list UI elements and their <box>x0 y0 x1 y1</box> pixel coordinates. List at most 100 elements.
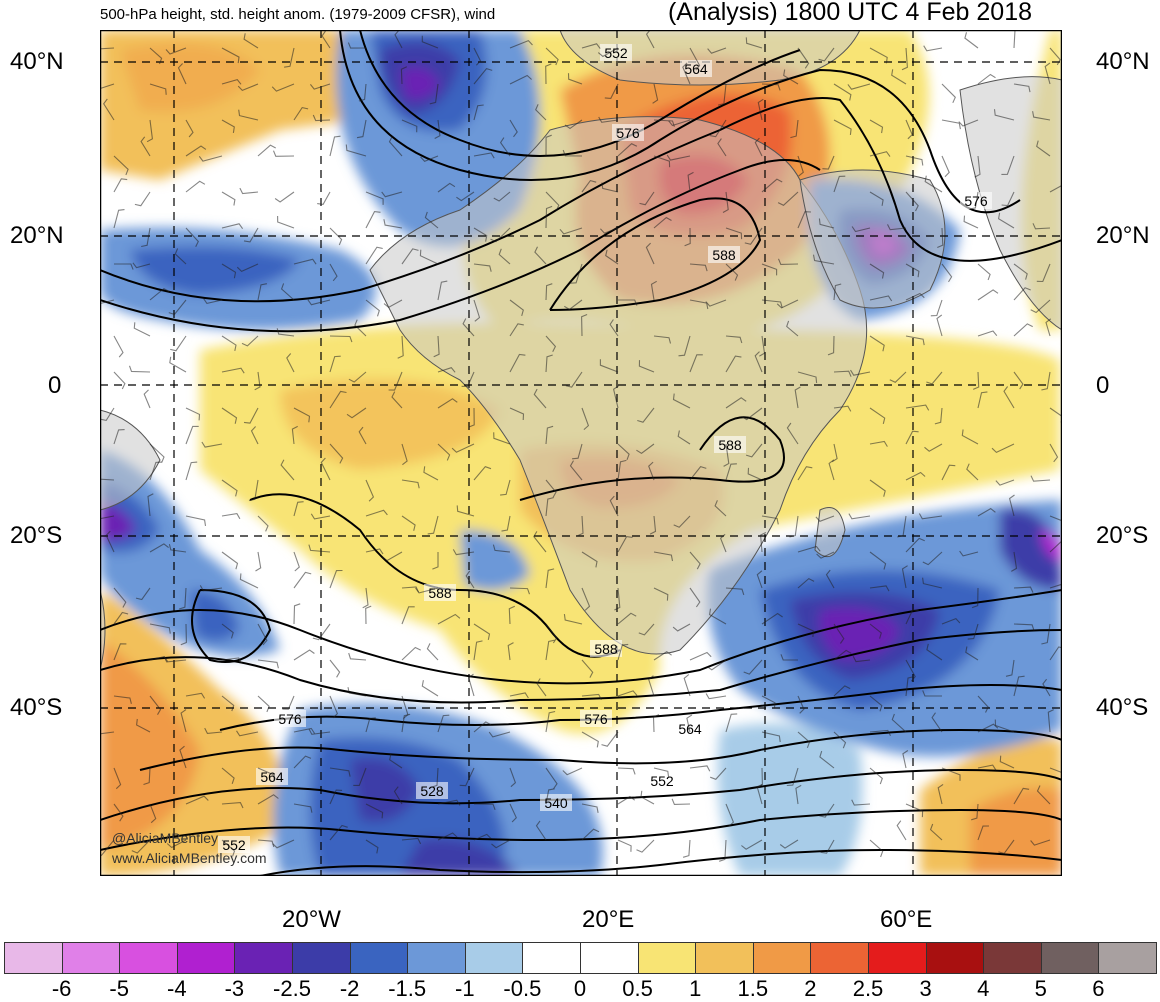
wind-barb <box>967 623 979 640</box>
wind-barb <box>719 533 727 553</box>
wind-barb <box>998 839 1015 855</box>
colorbar-tick-label: 5 <box>1034 976 1047 1001</box>
wind-barb <box>128 365 151 373</box>
colorbar-swatch <box>292 942 351 974</box>
wind-barb <box>924 443 943 452</box>
wind-barb <box>887 224 907 231</box>
wind-barb <box>786 422 799 445</box>
svg-text:588: 588 <box>712 247 736 263</box>
wind-barb <box>969 191 979 210</box>
wind-barb <box>1042 678 1051 697</box>
wind-barb <box>185 425 199 445</box>
colorbar-swatch <box>637 942 697 974</box>
wind-barb <box>977 764 997 771</box>
wind-barb <box>818 47 835 62</box>
wind-barb <box>833 370 852 377</box>
wind-barb <box>382 551 403 562</box>
wind-barb <box>545 568 555 589</box>
contour-label: 588 <box>590 640 622 657</box>
wind-barb <box>710 767 727 780</box>
wind-barb <box>743 659 763 675</box>
wind-barb <box>744 227 763 245</box>
wind-barb <box>958 119 979 127</box>
wind-barb <box>434 119 441 139</box>
wind-barb <box>617 839 632 852</box>
wind-barb <box>473 833 492 841</box>
wind-barb <box>671 798 691 805</box>
wind-barb <box>274 191 295 203</box>
wind-barb <box>905 335 925 346</box>
wind-barb <box>309 83 331 90</box>
colorbar-tick-label: 2 <box>804 976 817 1001</box>
wind-barb <box>473 721 492 733</box>
colorbar-tick-label: 0 <box>573 976 587 1001</box>
wind-barb <box>221 839 236 857</box>
wind-barb <box>149 543 169 553</box>
wind-barb <box>869 119 884 134</box>
wind-barb <box>389 753 403 769</box>
colorbar-tick-label: -5 <box>109 976 129 1001</box>
wind-barb <box>100 299 115 305</box>
wind-barb <box>221 119 235 133</box>
wind-barb <box>797 577 815 589</box>
wind-barb <box>714 500 727 517</box>
wind-barb <box>869 295 893 302</box>
wind-barb <box>236 263 259 273</box>
wind-barb <box>132 262 151 269</box>
wind-barb <box>1013 623 1035 631</box>
wind-barb <box>822 155 835 170</box>
wind-barb <box>276 328 295 337</box>
wind-barb <box>901 565 908 589</box>
wind-barb <box>401 119 418 133</box>
wind-barb <box>851 226 871 233</box>
wind-barb <box>929 823 943 841</box>
wind-barb <box>761 299 783 308</box>
wind-barb <box>320 457 331 481</box>
wind-barb <box>581 693 602 701</box>
colorbar-swatch <box>4 942 63 974</box>
wind-barb <box>509 767 517 788</box>
wind-barb <box>329 355 341 373</box>
wind-barb <box>577 515 584 537</box>
wind-barb <box>1044 62 1051 85</box>
wind-barb <box>133 322 151 337</box>
wind-barb <box>134 191 151 207</box>
wind-barb <box>203 298 223 305</box>
wind-barb <box>143 767 151 786</box>
wind-barb <box>924 175 943 193</box>
wind-barb <box>777 258 799 265</box>
colorbar-swatch <box>983 942 1042 974</box>
wind-barb <box>617 143 638 157</box>
wind-barb <box>545 788 555 805</box>
wind-barb <box>1036 263 1051 283</box>
wind-barb <box>783 69 799 85</box>
wind-barb <box>869 47 888 64</box>
wind-barb <box>257 623 268 646</box>
wind-barb <box>1036 140 1051 157</box>
wind-barb <box>174 248 187 265</box>
wind-barb <box>848 513 871 520</box>
wind-barb <box>653 216 672 229</box>
wind-barb <box>293 258 317 265</box>
wind-barb <box>959 550 979 557</box>
colorbar-swatch <box>349 942 409 974</box>
wind-barb <box>257 695 270 713</box>
wind-barb <box>1013 287 1031 301</box>
wind-barb <box>941 464 956 481</box>
wind-barb <box>113 178 128 193</box>
wind-barb <box>437 280 448 301</box>
wind-barb <box>905 803 924 818</box>
colorbar-swatch <box>61 942 121 974</box>
wind-barb <box>581 551 598 568</box>
wind-barb <box>972 371 980 390</box>
wind-barb <box>725 803 735 827</box>
lat-label-20n-right: 20°N <box>1096 222 1150 249</box>
svg-text:564: 564 <box>260 769 284 785</box>
wind-barb <box>221 695 235 712</box>
wind-barb <box>429 83 439 105</box>
wind-barb <box>905 263 920 278</box>
wind-barb <box>509 692 529 699</box>
wind-barb <box>293 551 300 572</box>
colorbar-swatch <box>119 942 178 974</box>
wind-barb <box>833 405 852 412</box>
